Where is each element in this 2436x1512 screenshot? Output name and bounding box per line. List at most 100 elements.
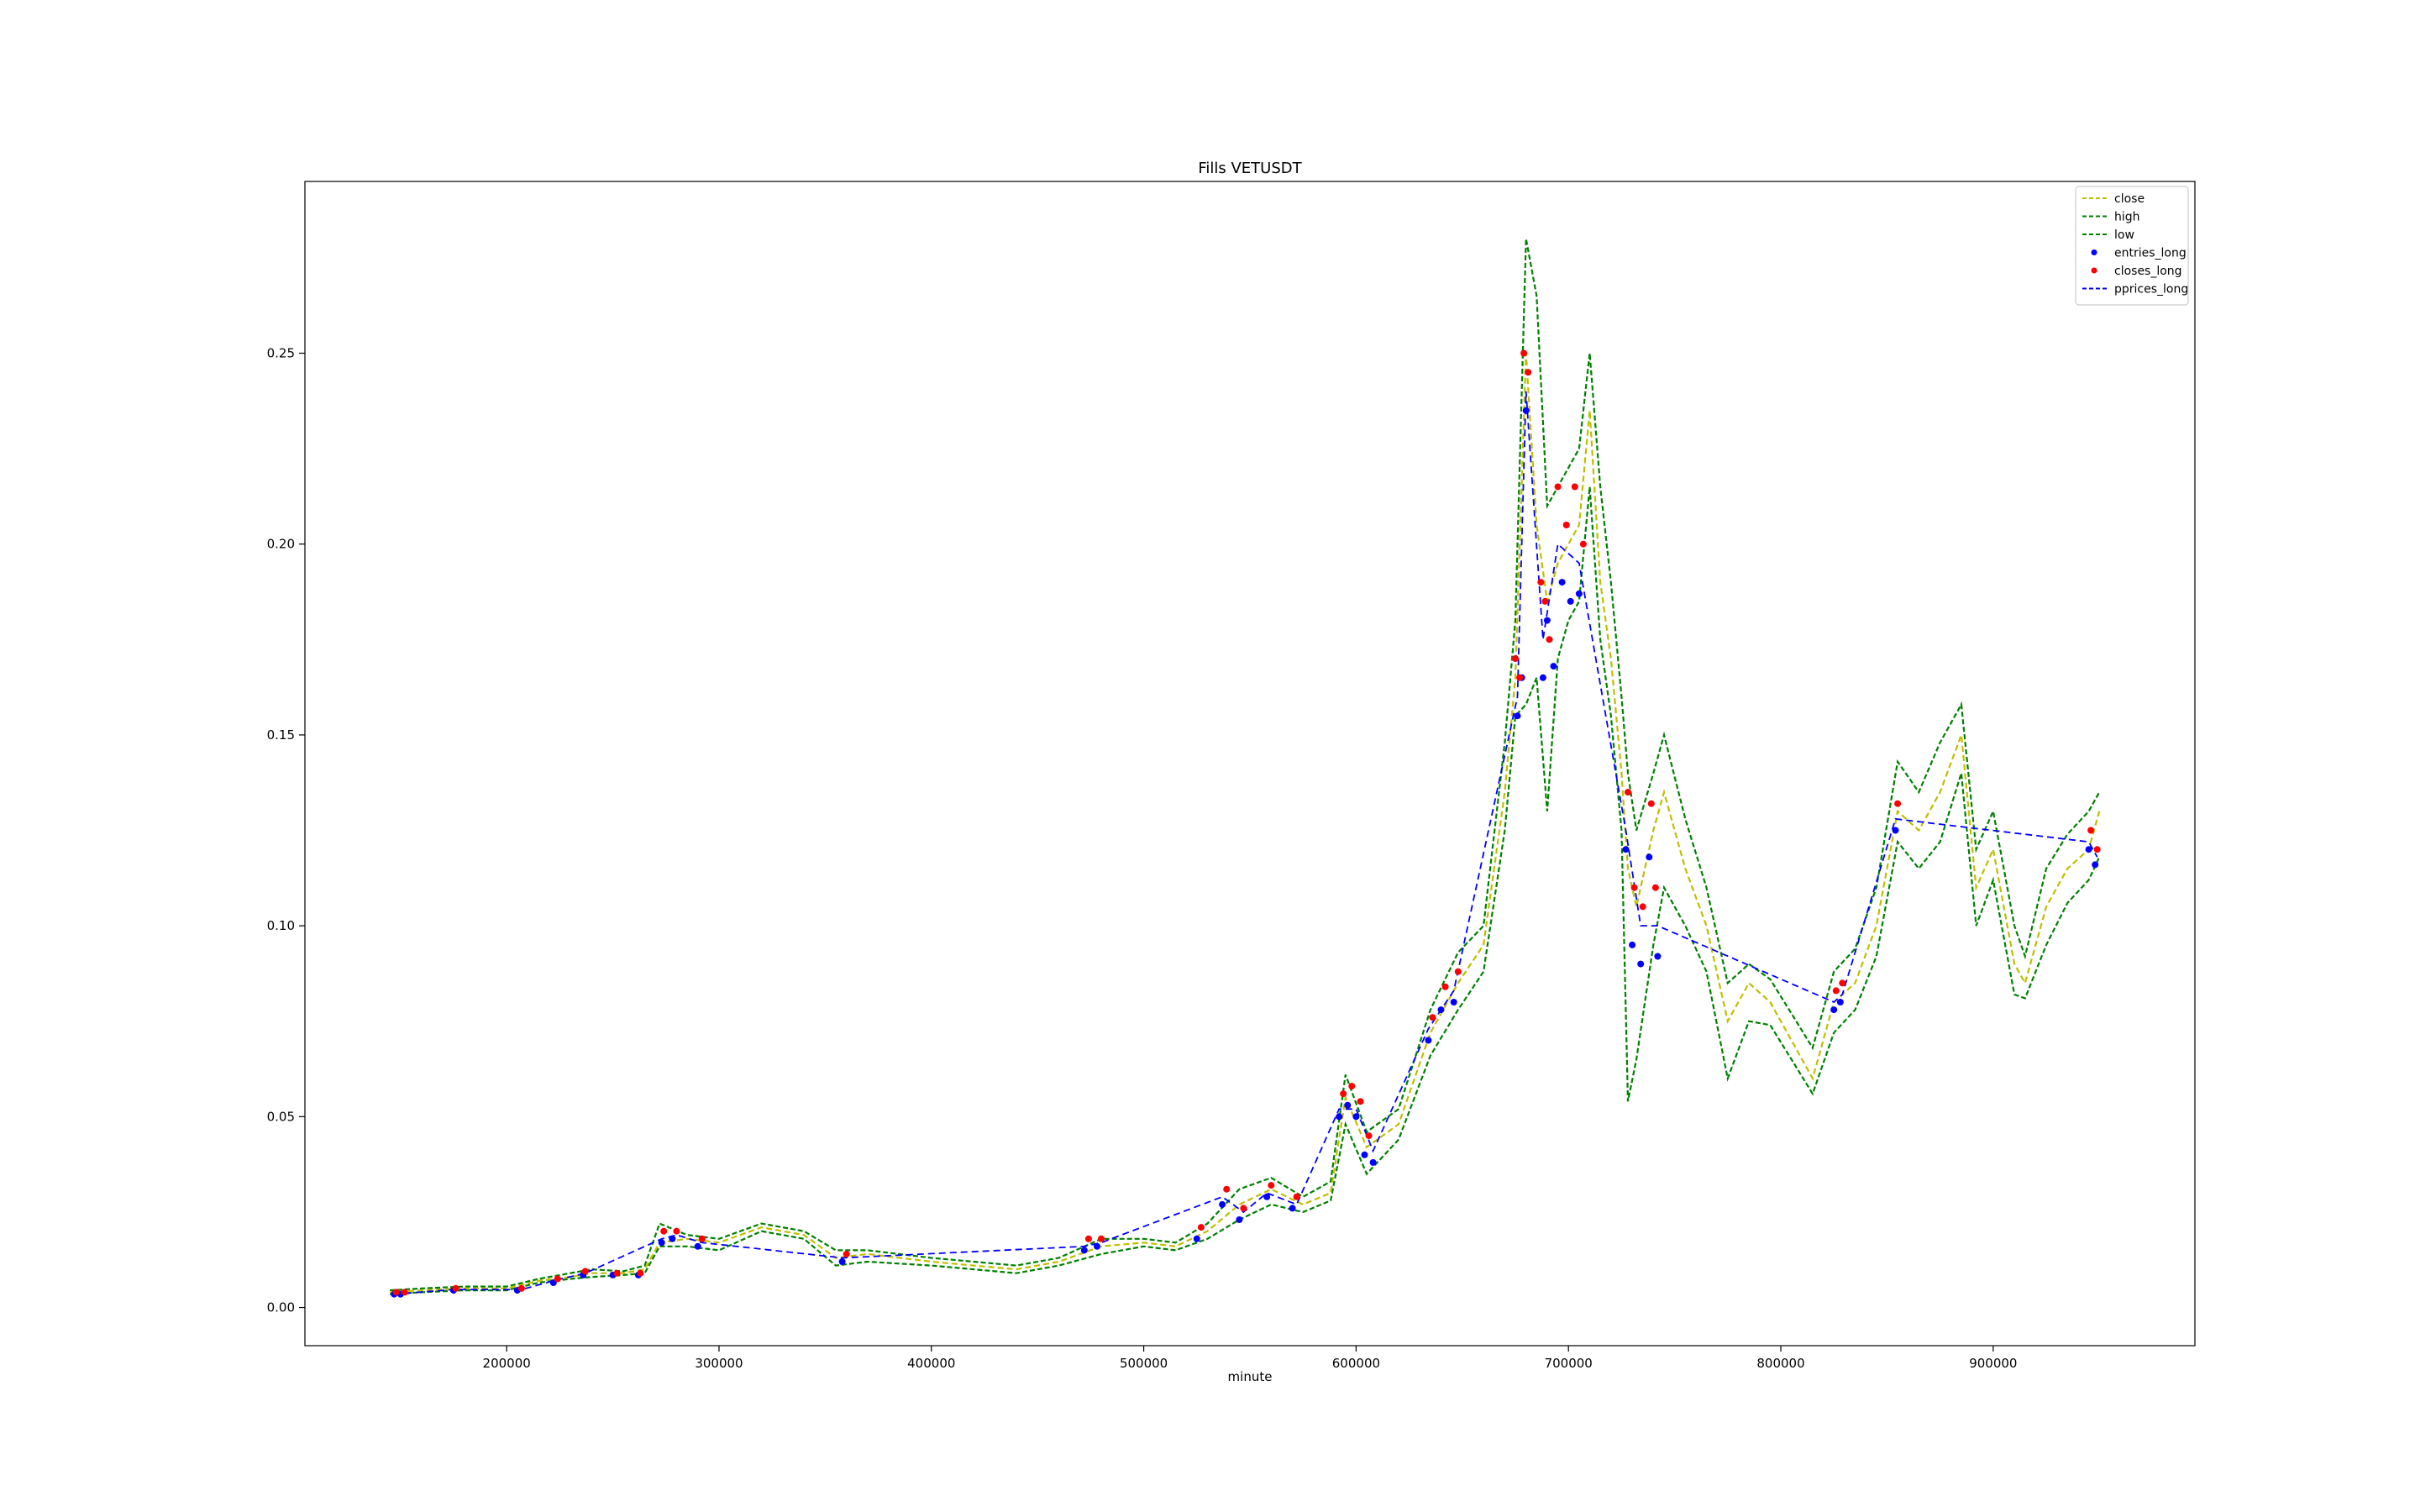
legend-item-low: low	[2082, 228, 2134, 242]
closes_long-point	[698, 1235, 706, 1242]
x-tick-label: 300000	[695, 1356, 743, 1371]
entries_long-point	[1263, 1193, 1271, 1200]
closes_long-point	[1894, 800, 1902, 807]
entries_long-point	[658, 1239, 665, 1247]
closes_long-point	[1454, 968, 1462, 975]
y-tick-label: 0.10	[267, 918, 295, 933]
legend-item-close: close	[2082, 192, 2145, 206]
closes_long-point	[1579, 540, 1587, 548]
y-axis: 0.00 0.05 0.10 0.15 0.20 0.25	[267, 345, 305, 1315]
closes_long-point	[1516, 674, 1524, 681]
entries_long-point	[2092, 861, 2099, 869]
closes_long-point	[1512, 655, 1519, 662]
closes_long-point	[1541, 597, 1549, 605]
x-tick-label: 500000	[1120, 1356, 1168, 1371]
entries_long-point	[1567, 597, 1574, 605]
entries_long-point	[694, 1242, 701, 1250]
entries_long-point	[1550, 663, 1557, 670]
entries_long-point	[1336, 1113, 1343, 1121]
closes_long-point	[1537, 579, 1545, 586]
y-tick-label: 0.15	[267, 727, 295, 743]
y-tick-label: 0.25	[267, 345, 295, 360]
x-tick-label: 200000	[483, 1356, 531, 1371]
closes_long-point	[1832, 987, 1840, 995]
closes_long-point	[1839, 979, 1846, 987]
low-line	[390, 486, 2101, 1295]
closes_long-point	[1340, 1090, 1347, 1098]
closes_long-point	[1546, 636, 1553, 643]
closes_long-point	[1098, 1235, 1105, 1242]
entries_long-point	[1622, 846, 1630, 853]
chart-title: Fills VETUSDT	[1198, 160, 1302, 177]
closes_long-point	[1554, 483, 1562, 491]
closes_long-point	[392, 1289, 400, 1296]
entries_long-point	[1830, 1006, 1838, 1014]
x-tick-label: 900000	[1969, 1356, 2017, 1371]
legend-label: closes_long	[2114, 265, 2182, 278]
closes_long-point	[554, 1275, 561, 1283]
entries_long-point	[1437, 1006, 1445, 1014]
y-tick-label: 0.05	[267, 1109, 295, 1124]
entries_long-point	[1219, 1200, 1226, 1208]
entries_long-point	[1575, 590, 1583, 597]
closes_long-point	[1293, 1193, 1300, 1200]
closes_long-point	[673, 1227, 680, 1235]
y-tick-label: 0.00	[267, 1300, 295, 1315]
closes_long-point	[1357, 1098, 1364, 1105]
closes_long-point	[1651, 884, 1659, 891]
closes_long-point	[1639, 903, 1646, 911]
entries_long-point	[1522, 407, 1530, 414]
entries_long-point	[1289, 1205, 1296, 1212]
pprices_long-line	[394, 391, 2098, 1294]
plot-area-frame	[304, 181, 2196, 1347]
entries_long-point	[1450, 999, 1457, 1005]
x-tick-label: 700000	[1545, 1356, 1593, 1371]
entries_long-point	[1236, 1216, 1243, 1223]
y-tick-label: 0.20	[267, 537, 295, 552]
legend-item-pprices_long: pprices_long	[2082, 283, 2188, 297]
closes_long-point	[2093, 846, 2101, 853]
legend: close high low entries_long closes_longppric…	[2075, 186, 2189, 306]
entries_long-point	[1892, 827, 1899, 834]
entries_long-point	[1094, 1242, 1100, 1250]
entries_long-point	[1558, 579, 1566, 586]
entries_long-point	[2085, 846, 2092, 853]
legend-label: high	[2114, 211, 2140, 224]
closes_long-point	[1197, 1224, 1205, 1231]
entries_long-point	[1543, 617, 1551, 624]
legend-marker	[2091, 249, 2097, 255]
closes_long-point	[581, 1268, 589, 1275]
legend-label: close	[2114, 192, 2145, 206]
closes_long-point	[1240, 1205, 1247, 1212]
x-axis-label: minute	[1228, 1369, 1273, 1384]
closes_long-point	[1520, 349, 1528, 357]
closes_long-point	[1268, 1182, 1275, 1189]
legend-item-entries_long: entries_long	[2091, 247, 2187, 260]
closes_long-point	[1223, 1185, 1231, 1193]
closes_long-point	[1525, 369, 1532, 376]
closes_long-point	[1429, 1014, 1436, 1021]
closes_long-point	[1084, 1235, 1092, 1242]
closes_long-point	[1630, 884, 1638, 891]
entries_long-point	[1539, 674, 1546, 681]
x-axis: 200000 300000 400000 500000 600000 700000 8000…	[483, 1346, 2017, 1371]
entries_long-point	[1646, 853, 1653, 861]
closes_long-point	[637, 1269, 644, 1277]
closes_long-point	[1571, 483, 1578, 491]
closes_long-point	[613, 1269, 621, 1277]
legend-label: low	[2114, 228, 2134, 242]
entries_long-point	[1425, 1037, 1432, 1044]
entries_long-point	[1629, 941, 1636, 948]
entries_long-point	[1369, 1158, 1377, 1166]
entries_long-point	[1514, 712, 1521, 720]
entries_long-point	[1654, 953, 1662, 960]
entries_long-point	[1193, 1235, 1200, 1242]
closes_long-point	[1562, 522, 1570, 528]
legend-item-high: high	[2082, 211, 2140, 224]
high-line	[390, 238, 2101, 1292]
x-tick-label: 400000	[907, 1356, 955, 1371]
closes_long-point	[1625, 789, 1631, 796]
entries_long-point	[1344, 1101, 1352, 1109]
entries_long-point	[1361, 1151, 1368, 1158]
